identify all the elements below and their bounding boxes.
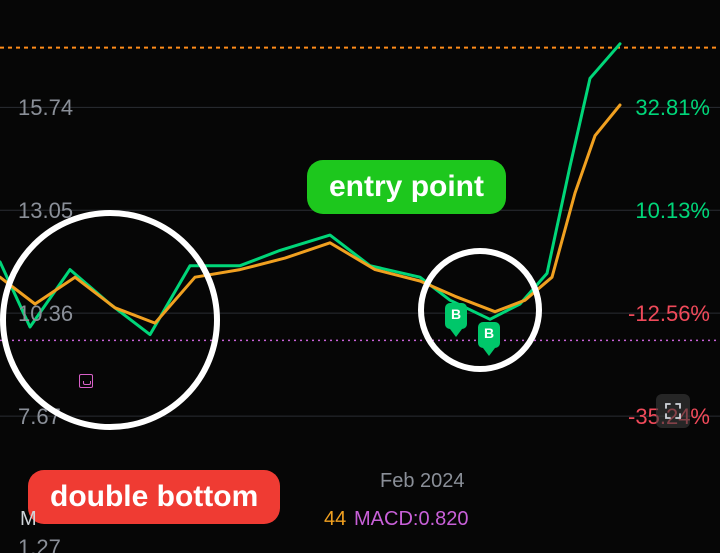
double-bottom-circle bbox=[0, 210, 220, 430]
y-axis-left-label: 1.27 bbox=[18, 535, 61, 553]
double-bottom-label: double bottom bbox=[28, 470, 280, 524]
x-axis-label: Feb 2024 bbox=[380, 470, 465, 493]
y-axis-right-label: 10.13% bbox=[635, 198, 710, 224]
indicator-value: 44 bbox=[324, 508, 346, 531]
indicator-prefix: M bbox=[20, 508, 37, 531]
buy-marker: B bbox=[478, 322, 500, 348]
entry-point-circle bbox=[418, 248, 542, 372]
fullscreen-button[interactable] bbox=[656, 394, 690, 428]
entry-point-label: entry point bbox=[307, 160, 506, 214]
y-axis-right-label: -12.56% bbox=[628, 301, 710, 327]
cart-icon bbox=[79, 374, 93, 388]
indicator-value: MACD:0.820 bbox=[354, 508, 469, 531]
fullscreen-icon bbox=[664, 402, 682, 420]
y-axis-right-label: 32.81% bbox=[635, 95, 710, 121]
y-axis-left-label: 15.74 bbox=[18, 95, 73, 121]
buy-marker: B bbox=[445, 303, 467, 329]
